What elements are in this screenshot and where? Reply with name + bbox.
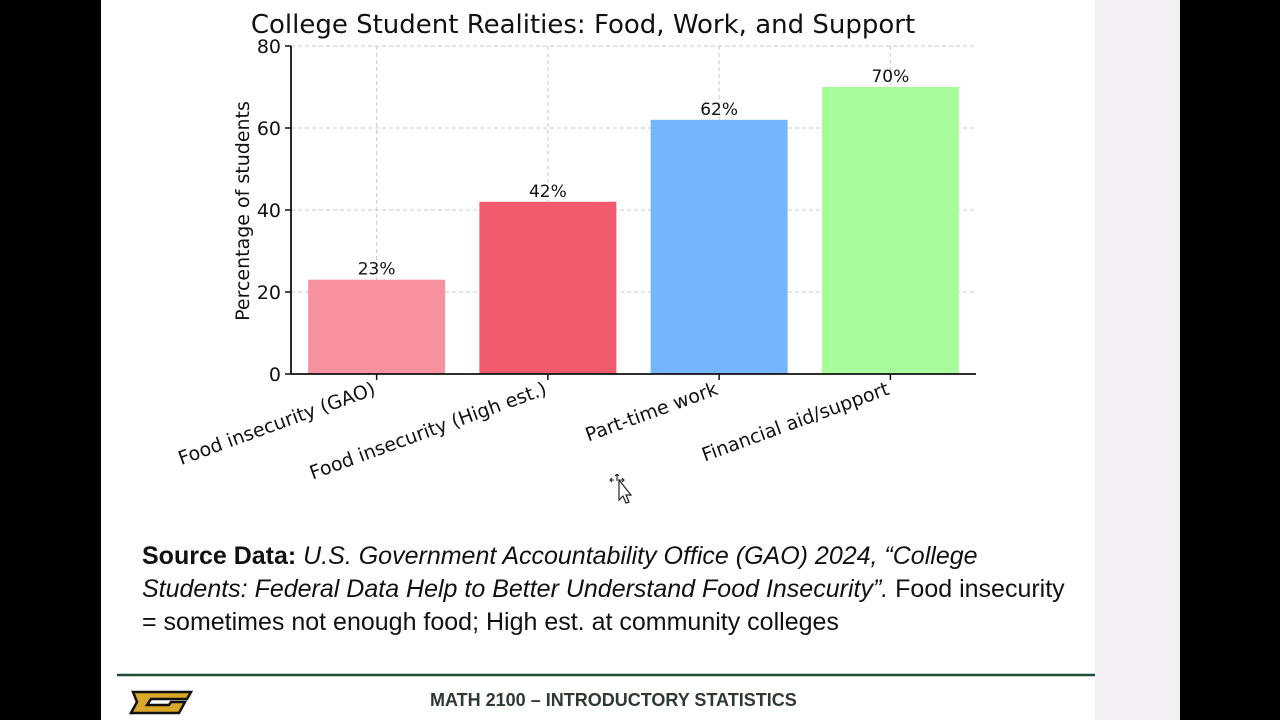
y-axis-label: Percentage of students (232, 101, 254, 321)
y-tick-label: 20 (257, 282, 281, 304)
bar-chart: College Student Realities: Food, Work, a… (175, 10, 976, 484)
data-label: 23% (358, 260, 396, 280)
source-citation: U.S. Government Accountability Office (G… (142, 542, 978, 603)
bar (821, 87, 959, 374)
chart-title: College Student Realities: Food, Work, a… (251, 10, 915, 40)
y-tick-labels: 0 20 40 60 80 (257, 36, 291, 386)
side-panel (1095, 0, 1180, 720)
bar (308, 279, 446, 374)
y-tick-label: 80 (257, 36, 281, 58)
data-label: 62% (700, 100, 738, 120)
y-tick-label: 60 (257, 118, 281, 140)
y-tick-label: 0 (269, 364, 281, 386)
x-tick-label: Part-time work (582, 378, 720, 446)
bars (308, 87, 959, 374)
source-definition: Food insecurity = sometimes not enough f… (142, 575, 1065, 636)
y-tick-label: 40 (257, 200, 281, 222)
data-label: 42% (529, 182, 567, 202)
footer-divider (117, 673, 1095, 677)
source-note: Source Data: U.S. Government Accountabil… (142, 540, 1082, 639)
university-g-logo (129, 690, 194, 715)
x-tick-label: Financial aid/support (699, 378, 892, 466)
data-labels: 23% 42% 62% 70% (358, 67, 910, 280)
data-label: 70% (871, 67, 909, 87)
move-cursor-icon (609, 474, 633, 504)
x-tick-labels: Food insecurity (GAO)Food insecurity (Hi… (175, 374, 892, 484)
slide: College Student Realities: Food, Work, a… (101, 0, 1095, 720)
source-label: Source Data: (142, 542, 297, 570)
bar (650, 119, 788, 374)
course-footer: MATH 2100 – INTRODUCTORY STATISTICS (430, 690, 797, 710)
bar (479, 201, 617, 374)
